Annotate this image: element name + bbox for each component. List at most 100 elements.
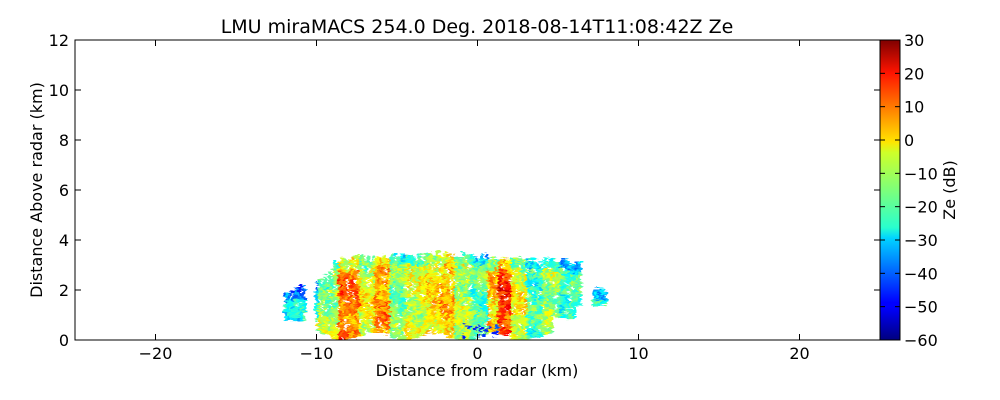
echo-cell <box>490 269 494 273</box>
echo-cell <box>333 326 337 331</box>
echo-cell <box>503 265 507 270</box>
echo-cell <box>480 260 484 265</box>
x-tick-label: 0 <box>472 344 482 363</box>
echo-cell <box>377 324 381 328</box>
echo-cell <box>325 288 329 292</box>
echo-cell <box>328 297 332 301</box>
echo-cell <box>387 272 391 276</box>
echo-cell <box>284 292 288 296</box>
echo-cell <box>348 295 352 299</box>
echo-cell <box>492 291 497 295</box>
echo-cell <box>474 268 479 272</box>
echo-cell <box>482 273 486 278</box>
echo-cell <box>523 260 528 264</box>
echo-cell <box>505 299 510 304</box>
echo-cell <box>322 314 327 319</box>
echo-cell <box>474 320 479 325</box>
echo-cell <box>346 320 350 324</box>
echo-cell <box>544 292 548 296</box>
echo-cell <box>567 279 571 283</box>
echo-cell <box>487 269 491 274</box>
echo-cell <box>518 287 522 291</box>
echo-cell <box>485 300 489 304</box>
echo-cell <box>454 286 458 290</box>
echo-cell <box>407 270 412 275</box>
echo-cell <box>433 296 437 301</box>
echo-cell <box>451 291 455 295</box>
echo-cell <box>395 308 399 312</box>
echo-cell <box>371 321 376 325</box>
echo-cell <box>389 306 394 311</box>
echo-cell <box>521 279 525 283</box>
echo-cell <box>513 333 517 337</box>
echo-cell <box>402 254 406 259</box>
echo-cell <box>467 328 471 332</box>
echo-cell <box>544 278 548 282</box>
echo-cell <box>420 329 425 333</box>
echo-cell <box>338 303 342 308</box>
echo-cell <box>299 309 303 313</box>
echo-cell <box>297 300 301 305</box>
echo-cell <box>364 270 368 275</box>
echo-cell <box>338 278 342 283</box>
echo-cell <box>516 273 520 277</box>
echo-cell <box>359 259 363 263</box>
echo-cell <box>474 274 479 278</box>
echo-cell <box>320 330 324 334</box>
echo-cell <box>534 323 538 327</box>
echo-cell <box>539 302 543 306</box>
echo-cell <box>395 258 399 263</box>
echo-cell <box>531 272 535 276</box>
echo-cell <box>508 265 512 269</box>
echo-cell <box>521 276 525 281</box>
echo-cell <box>472 316 476 320</box>
echo-cell <box>400 254 404 258</box>
echo-cell <box>359 278 363 282</box>
echo-cell <box>356 304 360 308</box>
echo-cell <box>413 305 417 309</box>
echo-cell <box>382 317 386 321</box>
echo-cell <box>492 305 497 309</box>
echo-cell <box>469 308 473 313</box>
echo-cell <box>531 288 535 293</box>
echo-cell <box>441 262 445 266</box>
echo-cell <box>359 330 363 334</box>
echo-cell <box>413 283 417 287</box>
echo-cell <box>348 256 352 261</box>
echo-cell <box>387 289 391 293</box>
echo-cell <box>516 311 520 316</box>
echo-cell <box>348 328 352 332</box>
echo-cell <box>377 277 381 282</box>
echo-cell <box>436 252 440 257</box>
echo-cell <box>575 294 579 298</box>
echo-cell <box>322 290 327 294</box>
echo-cell <box>402 260 406 264</box>
echo-cell <box>382 295 386 299</box>
echo-cell <box>490 318 494 323</box>
echo-cell <box>330 304 334 308</box>
echo-cell <box>428 258 432 262</box>
echo-cell <box>567 281 571 286</box>
echo-cell <box>495 302 499 306</box>
echo-cell <box>402 334 406 338</box>
echo-cell <box>392 263 396 267</box>
echo-cell <box>374 272 378 276</box>
echo-cell <box>317 283 321 287</box>
echo-cell <box>577 269 582 273</box>
echo-cell <box>451 274 455 278</box>
echo-cell <box>521 337 525 340</box>
echo-cell <box>454 333 458 337</box>
echo-cell <box>459 287 463 291</box>
echo-cell <box>320 286 324 290</box>
echo-cell <box>384 290 388 295</box>
echo-cell <box>338 331 342 335</box>
echo-cell <box>425 289 430 293</box>
echo-cell <box>487 294 491 298</box>
echo-cell <box>413 255 417 259</box>
echo-cell <box>389 290 394 294</box>
echo-cell <box>397 278 401 283</box>
echo-cell <box>402 287 406 292</box>
echo-cell <box>353 313 358 317</box>
echo-cell <box>351 316 355 321</box>
echo-cell <box>474 329 479 333</box>
